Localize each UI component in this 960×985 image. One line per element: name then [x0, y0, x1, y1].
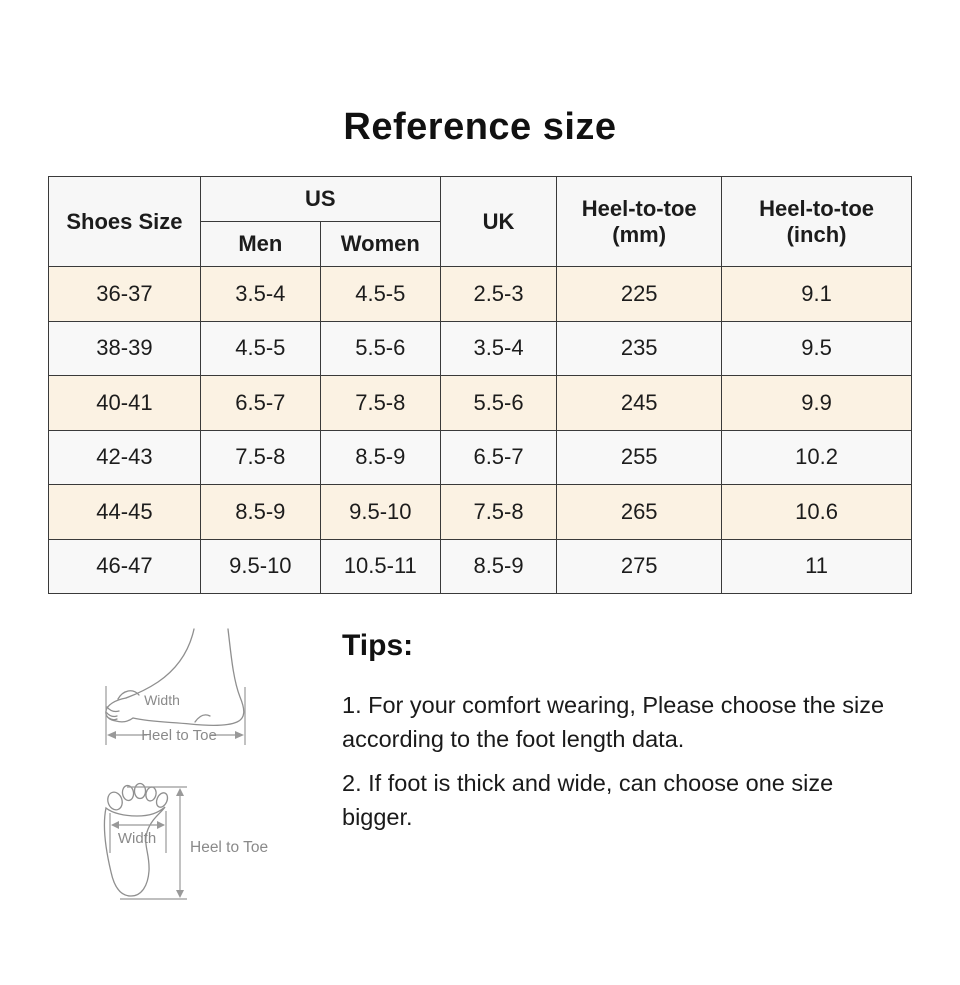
table-row: 46-47 9.5-10 10.5-11 8.5-9 275 11	[48, 538, 912, 594]
cell-shoes-size: 46-47	[48, 538, 201, 594]
foot-side-dimensions: Width Heel to Toe	[105, 686, 246, 745]
footprint-width-label: Width	[118, 830, 156, 847]
cell-us-men: 4.5-5	[199, 320, 321, 376]
cell-us-women: 9.5-10	[319, 484, 441, 540]
table-row: 38-39 4.5-5 5.5-6 3.5-4 235 9.5	[48, 320, 912, 376]
side-heel-to-toe-label: Heel to Toe	[141, 727, 217, 744]
cell-us-women: 4.5-5	[319, 266, 441, 322]
header-heel-to-toe-mm-line1: Heel-to-toe	[581, 195, 697, 221]
cell-uk: 6.5-7	[439, 429, 558, 485]
cell-heel-inch: 10.6	[721, 484, 912, 540]
header-heel-to-toe-inch-line1: Heel-to-toe	[759, 195, 874, 221]
header-heel-to-toe-inch-line2: (inch)	[786, 221, 847, 247]
tip-item-1: 1. For your comfort wearing, Please choo…	[342, 692, 885, 752]
tips-section: Tips: 1. For your comfort wearing, Pleas…	[342, 621, 894, 834]
cell-us-men: 9.5-10	[199, 538, 321, 594]
cell-shoes-size: 40-41	[48, 375, 201, 431]
header-us-women: Women	[319, 221, 441, 267]
side-width-label: Width	[144, 692, 180, 708]
cell-heel-mm: 225	[556, 266, 723, 322]
table-row: 44-45 8.5-9 9.5-10 7.5-8 265 10.6	[48, 484, 912, 540]
header-us-men: Men	[199, 221, 321, 267]
footprint-outline	[103, 782, 169, 897]
cell-uk: 8.5-9	[439, 538, 558, 594]
header-uk: UK	[439, 176, 558, 267]
cell-uk: 2.5-3	[439, 266, 558, 322]
cell-us-men: 8.5-9	[199, 484, 321, 540]
header-us: US	[199, 176, 441, 222]
cell-us-men: 6.5-7	[199, 375, 321, 431]
foot-side-outline	[105, 628, 245, 726]
size-table: Shoes Size US UK Heel-to-toe (mm) Heel-t…	[48, 176, 912, 594]
cell-uk: 7.5-8	[439, 484, 558, 540]
cell-us-women: 7.5-8	[319, 375, 441, 431]
cell-heel-mm: 265	[556, 484, 723, 540]
cell-us-men: 7.5-8	[199, 429, 321, 485]
cell-heel-inch: 9.1	[721, 266, 912, 322]
cell-heel-mm: 235	[556, 320, 723, 376]
footprint-dimensions: Width Heel to Toe	[109, 786, 268, 900]
size-table-container: Shoes Size US UK Heel-to-toe (mm) Heel-t…	[48, 176, 912, 594]
page-title: Reference size	[343, 106, 617, 148]
cell-heel-inch: 10.2	[721, 429, 912, 485]
cell-us-women: 10.5-11	[319, 538, 441, 594]
header-heel-to-toe-inch: Heel-to-toe (inch)	[721, 176, 912, 267]
cell-heel-inch: 9.9	[721, 375, 912, 431]
cell-shoes-size: 44-45	[48, 484, 201, 540]
table-row: 36-37 3.5-4 4.5-5 2.5-3 225 9.1	[48, 266, 912, 322]
cell-shoes-size: 36-37	[48, 266, 201, 322]
header-heel-to-toe-mm: Heel-to-toe (mm)	[556, 176, 723, 267]
cell-heel-inch: 11	[721, 538, 912, 594]
bottom-section: Width Heel to Toe	[0, 621, 960, 935]
cell-us-men: 3.5-4	[199, 266, 321, 322]
table-row: 42-43 7.5-8 8.5-9 6.5-7 255 10.2	[48, 429, 912, 485]
footprint-heel-to-toe-label: Heel to Toe	[190, 839, 268, 856]
cell-heel-inch: 9.5	[721, 320, 912, 376]
foot-diagrams: Width Heel to Toe	[90, 621, 290, 935]
foot-side-view-diagram: Width Heel to Toe	[105, 628, 246, 745]
cell-us-women: 5.5-6	[319, 320, 441, 376]
table-row: 40-41 6.5-7 7.5-8 5.5-6 245 9.9	[48, 375, 912, 431]
tip-item-2: 2. If foot is thick and wide, can choose…	[342, 770, 834, 830]
cell-shoes-size: 42-43	[48, 429, 201, 485]
cell-us-women: 8.5-9	[319, 429, 441, 485]
header-heel-to-toe-mm-line2: (mm)	[612, 221, 667, 247]
cell-uk: 5.5-6	[439, 375, 558, 431]
footprint-diagram: Width Heel to Toe	[103, 782, 268, 900]
cell-heel-mm: 275	[556, 538, 723, 594]
cell-uk: 3.5-4	[439, 320, 558, 376]
header-shoes-size: Shoes Size	[48, 176, 201, 267]
cell-heel-mm: 245	[556, 375, 723, 431]
cell-heel-mm: 255	[556, 429, 723, 485]
cell-shoes-size: 38-39	[48, 320, 201, 376]
tips-heading: Tips:	[342, 629, 414, 662]
